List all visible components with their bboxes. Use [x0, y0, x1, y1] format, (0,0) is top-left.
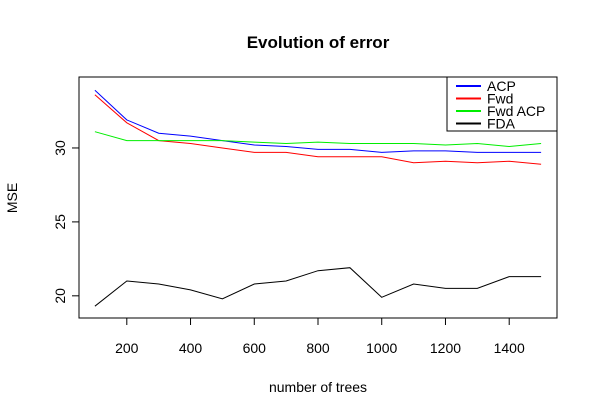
y-axis-title: MSE: [4, 183, 20, 213]
legend-label: FDA: [487, 116, 516, 132]
series-line-fda: [94, 267, 542, 307]
x-tick-label: 800: [306, 340, 330, 356]
chart-title: Evolution of error: [247, 33, 390, 52]
y-tick-label: 25: [52, 214, 68, 230]
legend-label: Fwd ACP: [487, 103, 545, 119]
x-tick-label: 600: [243, 340, 267, 356]
x-tick-label: 200: [115, 340, 139, 356]
legend-label: ACP: [487, 78, 516, 94]
x-axis-title: number of trees: [269, 379, 367, 395]
y-tick-label: 20: [52, 288, 68, 304]
legend-label: Fwd: [487, 91, 513, 107]
y-tick-label: 30: [52, 140, 68, 156]
series-line-fwd: [94, 94, 542, 165]
x-tick-label: 1400: [494, 340, 525, 356]
series-line-acp: [94, 89, 542, 153]
series-line-fwd-acp: [94, 131, 542, 148]
x-tick-label: 400: [179, 340, 203, 356]
x-axis: 200 400 600 800 1000 1200 1400: [115, 317, 525, 356]
x-tick-label: 1200: [430, 340, 461, 356]
x-tick-label: 1000: [366, 340, 397, 356]
series-layer: [94, 89, 542, 307]
y-axis: 20 25 30: [52, 140, 80, 304]
